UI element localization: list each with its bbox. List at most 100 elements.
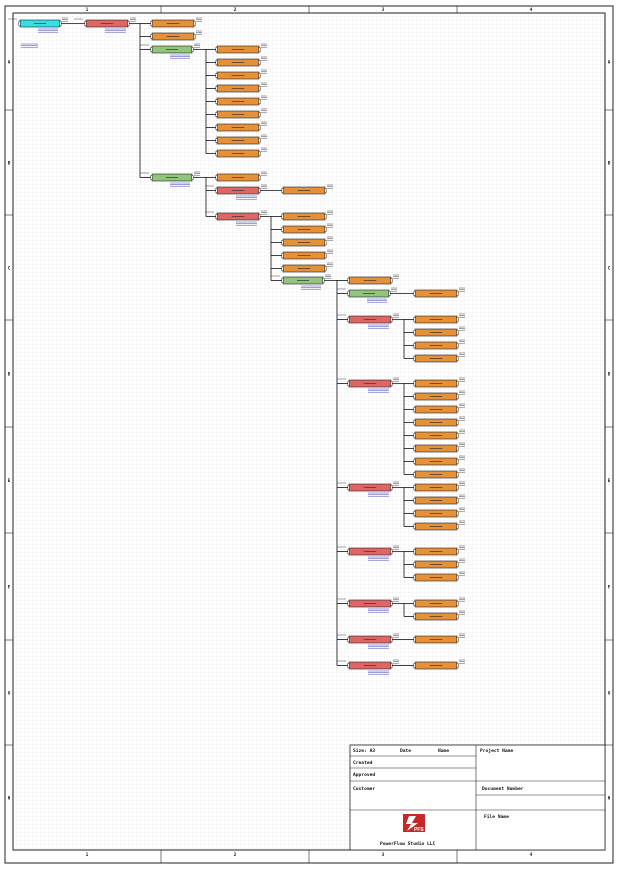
load-block[interactable] xyxy=(413,507,465,518)
load-block[interactable] xyxy=(215,134,267,145)
logo-text: PFS xyxy=(414,827,424,833)
zone-row-label: H xyxy=(608,796,611,801)
load-block[interactable] xyxy=(215,43,267,54)
load-block[interactable] xyxy=(150,30,202,41)
load-block[interactable] xyxy=(413,442,465,453)
load-block[interactable] xyxy=(413,610,465,621)
load-block[interactable] xyxy=(281,184,333,195)
zone-row-label: C xyxy=(8,266,11,271)
load-block[interactable] xyxy=(281,249,333,260)
load-block[interactable] xyxy=(413,558,465,569)
zone-row-label: B xyxy=(608,161,611,166)
panel-block[interactable] xyxy=(337,287,397,303)
equipment-nodes xyxy=(8,17,465,675)
load-block[interactable] xyxy=(413,633,465,644)
load-block[interactable] xyxy=(413,545,465,556)
panel-block[interactable] xyxy=(140,171,200,187)
source-block[interactable] xyxy=(8,17,68,48)
name-label: Name xyxy=(438,748,449,754)
panel-block[interactable] xyxy=(337,659,399,675)
load-block[interactable] xyxy=(215,147,267,158)
zone-row-label: H xyxy=(8,796,11,801)
panel-block[interactable] xyxy=(74,17,136,33)
load-block[interactable] xyxy=(413,455,465,466)
load-block[interactable] xyxy=(413,416,465,427)
load-block[interactable] xyxy=(215,69,267,80)
panel-block[interactable] xyxy=(337,545,399,561)
load-block[interactable] xyxy=(347,274,399,285)
load-block[interactable] xyxy=(150,17,202,28)
zone-column-label: 2 xyxy=(234,7,237,12)
load-block[interactable] xyxy=(413,287,465,298)
load-block[interactable] xyxy=(281,210,333,221)
zone-row-label: G xyxy=(8,691,11,696)
zone-column-label: 3 xyxy=(382,852,385,857)
load-block[interactable] xyxy=(413,377,465,388)
zone-row-label: E xyxy=(8,478,11,483)
zone-column-label: 1 xyxy=(86,7,89,12)
load-block[interactable] xyxy=(281,262,333,273)
load-block[interactable] xyxy=(215,108,267,119)
panel-block[interactable] xyxy=(140,43,200,59)
date-label: Date xyxy=(400,748,411,754)
title-block: Size: A3 Date Name Project Name Created … xyxy=(349,744,606,851)
inner-border xyxy=(12,12,606,851)
load-block[interactable] xyxy=(413,659,465,670)
load-block[interactable] xyxy=(215,82,267,93)
approved-label: Approved xyxy=(353,772,375,778)
panel-block[interactable] xyxy=(337,633,399,649)
load-block[interactable] xyxy=(413,468,465,479)
load-block[interactable] xyxy=(413,390,465,401)
zone-row-label: G xyxy=(608,691,611,696)
zone-markers: 1 1 2 2 3 3 4 4 A A B B C C D D E E F F G G H H xyxy=(5,6,613,863)
zone-column-label: 3 xyxy=(382,7,385,12)
load-block[interactable] xyxy=(413,403,465,414)
zone-row-label: F xyxy=(608,585,611,590)
zone-row-label: C xyxy=(608,266,611,271)
load-block[interactable] xyxy=(281,223,333,234)
panel-block[interactable] xyxy=(271,274,331,290)
wiring xyxy=(60,23,415,666)
load-block[interactable] xyxy=(413,339,465,350)
load-block[interactable] xyxy=(413,481,465,492)
zone-row-label: A xyxy=(608,60,611,65)
load-block[interactable] xyxy=(215,171,267,182)
load-block[interactable] xyxy=(413,494,465,505)
panel-block[interactable] xyxy=(337,597,399,613)
zone-row-label: E xyxy=(608,478,611,483)
zone-column-label: 1 xyxy=(86,852,89,857)
size-label: Size: A3 xyxy=(353,748,375,754)
panel-block[interactable] xyxy=(337,377,399,393)
load-block[interactable] xyxy=(281,236,333,247)
load-block[interactable] xyxy=(215,56,267,67)
project-name-label: Project Name xyxy=(480,747,513,754)
panel-block[interactable] xyxy=(337,313,399,329)
zone-row-label: D xyxy=(8,372,11,377)
company-name: PowerFlow Studio LLC xyxy=(380,841,436,847)
load-block[interactable] xyxy=(215,95,267,106)
zone-row-label: A xyxy=(8,60,11,65)
load-block[interactable] xyxy=(413,352,465,363)
load-block[interactable] xyxy=(413,571,465,582)
zone-row-label: B xyxy=(8,161,11,166)
load-block[interactable] xyxy=(413,597,465,608)
created-label: Created xyxy=(353,760,373,766)
load-block[interactable] xyxy=(413,429,465,440)
company-logo: PFS xyxy=(403,814,425,833)
load-block[interactable] xyxy=(413,326,465,337)
load-block[interactable] xyxy=(215,121,267,132)
panel-block[interactable] xyxy=(205,184,267,200)
zone-column-label: 4 xyxy=(530,7,533,12)
panel-block[interactable] xyxy=(205,210,267,226)
panel-block[interactable] xyxy=(337,481,399,497)
zone-column-label: 2 xyxy=(234,852,237,857)
file-name-label: File Name xyxy=(484,814,509,820)
customer-label: Customer xyxy=(353,786,375,792)
document-number-label: Document Number xyxy=(482,786,524,792)
zone-column-label: 4 xyxy=(530,852,533,857)
load-block[interactable] xyxy=(413,313,465,324)
zone-row-label: F xyxy=(8,585,11,590)
zone-row-label: D xyxy=(608,372,611,377)
load-block[interactable] xyxy=(413,520,465,531)
